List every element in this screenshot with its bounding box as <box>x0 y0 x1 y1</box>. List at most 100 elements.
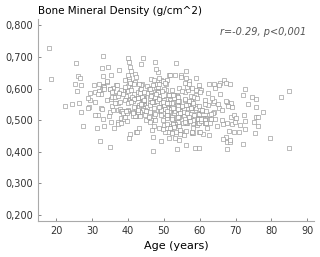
Point <box>135 105 140 109</box>
Point <box>133 107 139 111</box>
Point <box>113 95 118 99</box>
Point <box>159 102 164 106</box>
Point <box>149 128 155 132</box>
Point <box>207 133 212 137</box>
Point <box>155 99 160 103</box>
Point <box>212 86 217 90</box>
Point <box>141 91 147 96</box>
Point <box>81 124 86 128</box>
Point <box>127 86 132 90</box>
Point <box>196 119 202 123</box>
Point <box>95 92 100 96</box>
Point <box>139 83 144 87</box>
Point <box>70 102 75 106</box>
Point <box>198 130 203 134</box>
Point <box>182 97 188 102</box>
Point <box>208 121 213 125</box>
Point <box>118 109 123 113</box>
Point <box>123 115 128 120</box>
Point <box>176 95 181 99</box>
Point <box>120 92 125 96</box>
Point <box>177 138 182 142</box>
Point <box>126 101 131 105</box>
Point <box>228 82 233 86</box>
Point <box>187 79 192 83</box>
Point <box>220 117 225 122</box>
Point <box>162 98 167 102</box>
Point <box>237 123 242 127</box>
Point <box>135 96 140 100</box>
Text: Bone Mineral Density (g/cm^2): Bone Mineral Density (g/cm^2) <box>38 6 202 16</box>
Point <box>107 114 112 118</box>
Point <box>102 87 107 91</box>
Point <box>165 103 171 107</box>
Point <box>253 105 258 109</box>
Point <box>194 104 199 108</box>
Point <box>140 95 145 99</box>
Point <box>206 91 211 95</box>
Point <box>92 83 97 87</box>
Point <box>172 124 177 128</box>
Point <box>278 95 284 99</box>
Point <box>100 66 105 70</box>
Point <box>160 98 165 102</box>
Point <box>191 101 196 105</box>
Point <box>203 116 208 120</box>
Point <box>228 140 233 144</box>
Point <box>122 91 127 95</box>
Point <box>152 106 157 110</box>
Point <box>224 135 229 139</box>
Point <box>125 89 131 93</box>
Point <box>173 106 179 111</box>
Point <box>124 119 129 123</box>
Point <box>155 70 160 74</box>
Point <box>108 87 113 91</box>
Point <box>100 87 105 91</box>
Point <box>201 116 206 120</box>
Point <box>175 148 180 152</box>
Point <box>171 122 176 126</box>
Point <box>131 82 136 86</box>
Point <box>130 114 135 118</box>
Point <box>267 135 272 140</box>
Point <box>124 109 129 114</box>
Point <box>85 106 90 110</box>
Point <box>172 122 178 126</box>
Point <box>119 109 124 113</box>
Point <box>125 84 131 88</box>
Point <box>178 128 183 132</box>
Point <box>170 115 175 119</box>
Point <box>140 108 145 112</box>
Point <box>207 113 212 117</box>
Point <box>156 94 161 98</box>
Point <box>120 109 125 113</box>
Point <box>121 89 126 93</box>
Point <box>225 146 230 151</box>
Point <box>180 121 185 125</box>
Point <box>174 61 179 65</box>
Point <box>121 111 126 115</box>
Point <box>147 120 152 124</box>
Point <box>131 99 136 103</box>
Point <box>148 89 153 93</box>
Point <box>151 111 156 115</box>
Point <box>148 118 154 122</box>
Point <box>181 114 187 118</box>
Point <box>208 112 213 116</box>
Point <box>130 110 135 114</box>
Point <box>184 111 189 115</box>
Point <box>129 81 134 85</box>
Point <box>177 132 182 136</box>
Point <box>158 109 163 114</box>
Point <box>100 54 106 58</box>
Point <box>169 131 174 135</box>
Point <box>187 82 192 86</box>
Point <box>152 124 157 128</box>
Point <box>153 67 158 71</box>
Text: r=-0.29, p<0,001: r=-0.29, p<0,001 <box>220 27 306 37</box>
Point <box>232 120 237 124</box>
Point <box>190 103 196 107</box>
Point <box>181 107 187 111</box>
X-axis label: Age (years): Age (years) <box>144 241 209 251</box>
Point <box>250 95 255 99</box>
